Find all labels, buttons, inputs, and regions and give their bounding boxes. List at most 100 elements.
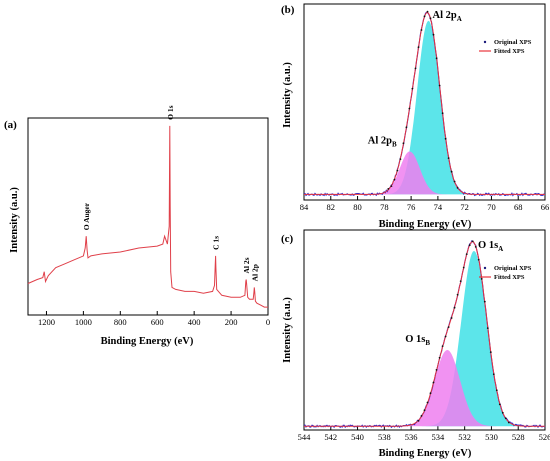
panel-b-peak-fill-b xyxy=(304,151,545,195)
panel-b-data-point xyxy=(450,170,453,173)
panel-a-annotation: O 1s xyxy=(166,105,175,119)
panel-b-x-tick-label: 84 xyxy=(300,202,309,212)
panel-c-data-point xyxy=(501,411,504,414)
panel-c-data-point xyxy=(447,326,450,328)
panel-c-x-tick-label: 528 xyxy=(512,432,525,442)
panel-c-x-tick-label: 540 xyxy=(351,432,364,442)
panel-b-data-point xyxy=(435,57,438,60)
panel-b-data-point xyxy=(417,46,420,49)
panel-b-data-point xyxy=(426,10,429,13)
panel-a-x-tick-label: 400 xyxy=(188,317,201,327)
panel-a-x-tick-label: 200 xyxy=(225,317,238,327)
panel-c-legend-swatch-dots xyxy=(483,266,487,270)
panel-c-x-tick-label: 534 xyxy=(432,432,446,442)
panel-b-data-point xyxy=(429,17,432,20)
panel-c-data-point xyxy=(495,389,498,392)
panel-a-annotation: C 1s xyxy=(212,236,221,250)
panel-c-plot-frame xyxy=(303,229,546,431)
panel-b-x-tick-label: 72 xyxy=(460,202,469,212)
panel-b-data-point xyxy=(441,112,444,115)
panel-c-peak-label: O 1sB xyxy=(405,334,430,347)
panel-c-x-tick-label: 532 xyxy=(458,432,471,442)
panel-b-x-tick-label: 66 xyxy=(541,202,550,212)
panel-c-data-point xyxy=(483,300,486,303)
panel-b-x-axis: 84 82 80 78 76 74 72 70 68 66 xyxy=(300,196,550,212)
panel-c-peak-fill-a xyxy=(304,251,545,427)
panel-c-x-tick-label: 544 xyxy=(298,432,312,442)
panel-a-x-tick-label: 0 xyxy=(266,317,270,327)
panel-c-data-point xyxy=(441,345,444,347)
panel-a-x-tick-label: 800 xyxy=(114,317,127,327)
panel-b-peak-label-subscript: A xyxy=(457,15,462,23)
panel-c-data-point xyxy=(507,421,510,424)
panel-c-x-axis-title: Binding Energy (eV) xyxy=(379,448,472,459)
panel-b-peak-label-main: Al 2p xyxy=(368,135,392,146)
panel-c-data-point xyxy=(420,415,423,417)
panel-c-data-point xyxy=(429,392,432,395)
panel-c-peak-label-main: O 1s xyxy=(478,240,498,251)
panel-b-x-tick-label: 70 xyxy=(487,202,496,212)
panel-c-peak-label-main: O 1s xyxy=(405,334,425,345)
panel-b-data-point xyxy=(405,126,408,129)
panel-a-plot-frame xyxy=(27,117,269,316)
panel-b-data-point xyxy=(402,142,405,145)
panel-c-legend: Original XPS Fitted XPS xyxy=(479,265,532,281)
panel-c-legend-label: Fitted XPS xyxy=(494,274,525,281)
panel-c-data-point xyxy=(474,246,477,248)
panel-b-data-point xyxy=(396,169,399,172)
panel-a-x-tick-label: 600 xyxy=(151,317,164,327)
panel-b-x-tick-label: 68 xyxy=(514,202,523,212)
panel-c-data-point xyxy=(438,356,441,359)
panel-c-peak-fill-b xyxy=(304,350,545,427)
panel-b-data-point xyxy=(393,178,396,181)
panel-c-data-point xyxy=(462,266,465,269)
panel-c-peak-label-subscript: A xyxy=(498,245,503,253)
panel-a-x-axis: 1200 1000 800 600 400 200 0 xyxy=(38,311,270,327)
panel-b-data-point xyxy=(411,87,414,90)
panel-c-data-point xyxy=(498,403,501,406)
panel-b-tag: (b) xyxy=(281,4,295,16)
panel-b-data-point xyxy=(414,67,417,70)
panel-c-peak-label: O 1sA xyxy=(478,240,503,253)
panel-a-x-tick-label: 1200 xyxy=(38,317,55,327)
panel-a-x-tick-label: 1000 xyxy=(75,317,92,327)
panel-b-peak-label-subscript: B xyxy=(392,140,397,148)
panel-c-tag: (c) xyxy=(281,233,294,245)
panel-a-plot-area xyxy=(27,125,268,308)
panel-c-data-point xyxy=(504,417,507,420)
panel-b-legend-swatch-dots xyxy=(483,40,487,44)
panel-b-x-tick-label: 80 xyxy=(353,202,362,212)
panel-c-x-tick-label: 530 xyxy=(485,432,498,442)
panel-b-data-point xyxy=(390,185,393,188)
panel-a-annotation: Al 2p xyxy=(250,264,259,281)
panel-b-data-point xyxy=(399,158,402,161)
panel-b-legend: Original XPS Fitted XPS xyxy=(479,39,532,55)
panel-c-x-tick-label: 542 xyxy=(324,432,337,442)
panel-b-data-point xyxy=(456,187,459,189)
panel-a-annotation: Al 2s xyxy=(242,257,251,273)
panel-b-al2p-spectrum: (b) Intensity (a.u.) Binding Energy (eV)… xyxy=(281,3,550,230)
panel-b-x-tick-label: 82 xyxy=(327,202,336,212)
panel-b-data-point xyxy=(447,157,450,160)
panel-a-spectrum-line xyxy=(27,125,268,308)
panel-b-data-point xyxy=(408,107,411,110)
panel-b-peak-fill-a xyxy=(304,20,545,195)
panel-b-data-point xyxy=(438,84,441,87)
panel-c-data-point xyxy=(417,420,420,422)
panel-b-y-axis-title: Intensity (a.u.) xyxy=(282,62,293,128)
panel-c-data-point xyxy=(459,280,462,282)
panel-b-x-axis-title: Binding Energy (eV) xyxy=(379,219,472,230)
panel-c-x-tick-label: 536 xyxy=(405,432,418,442)
panel-c-data-point xyxy=(453,306,456,309)
panel-c-data-point xyxy=(480,278,483,280)
panel-a-peak-annotations: O Auger O 1s C 1s Al 2s Al 2p xyxy=(82,105,259,281)
panel-c-data-point xyxy=(468,244,471,247)
panel-c-data-point xyxy=(456,293,459,296)
panel-c-o1s-spectrum: (c) Intensity (a.u.) Binding Energy (eV)… xyxy=(281,229,550,459)
panel-c-data-point xyxy=(492,373,495,376)
panel-b-x-tick-label: 74 xyxy=(434,202,443,212)
panel-b-x-tick-label: 78 xyxy=(380,202,389,212)
panel-c-x-tick-label: 538 xyxy=(378,432,391,442)
